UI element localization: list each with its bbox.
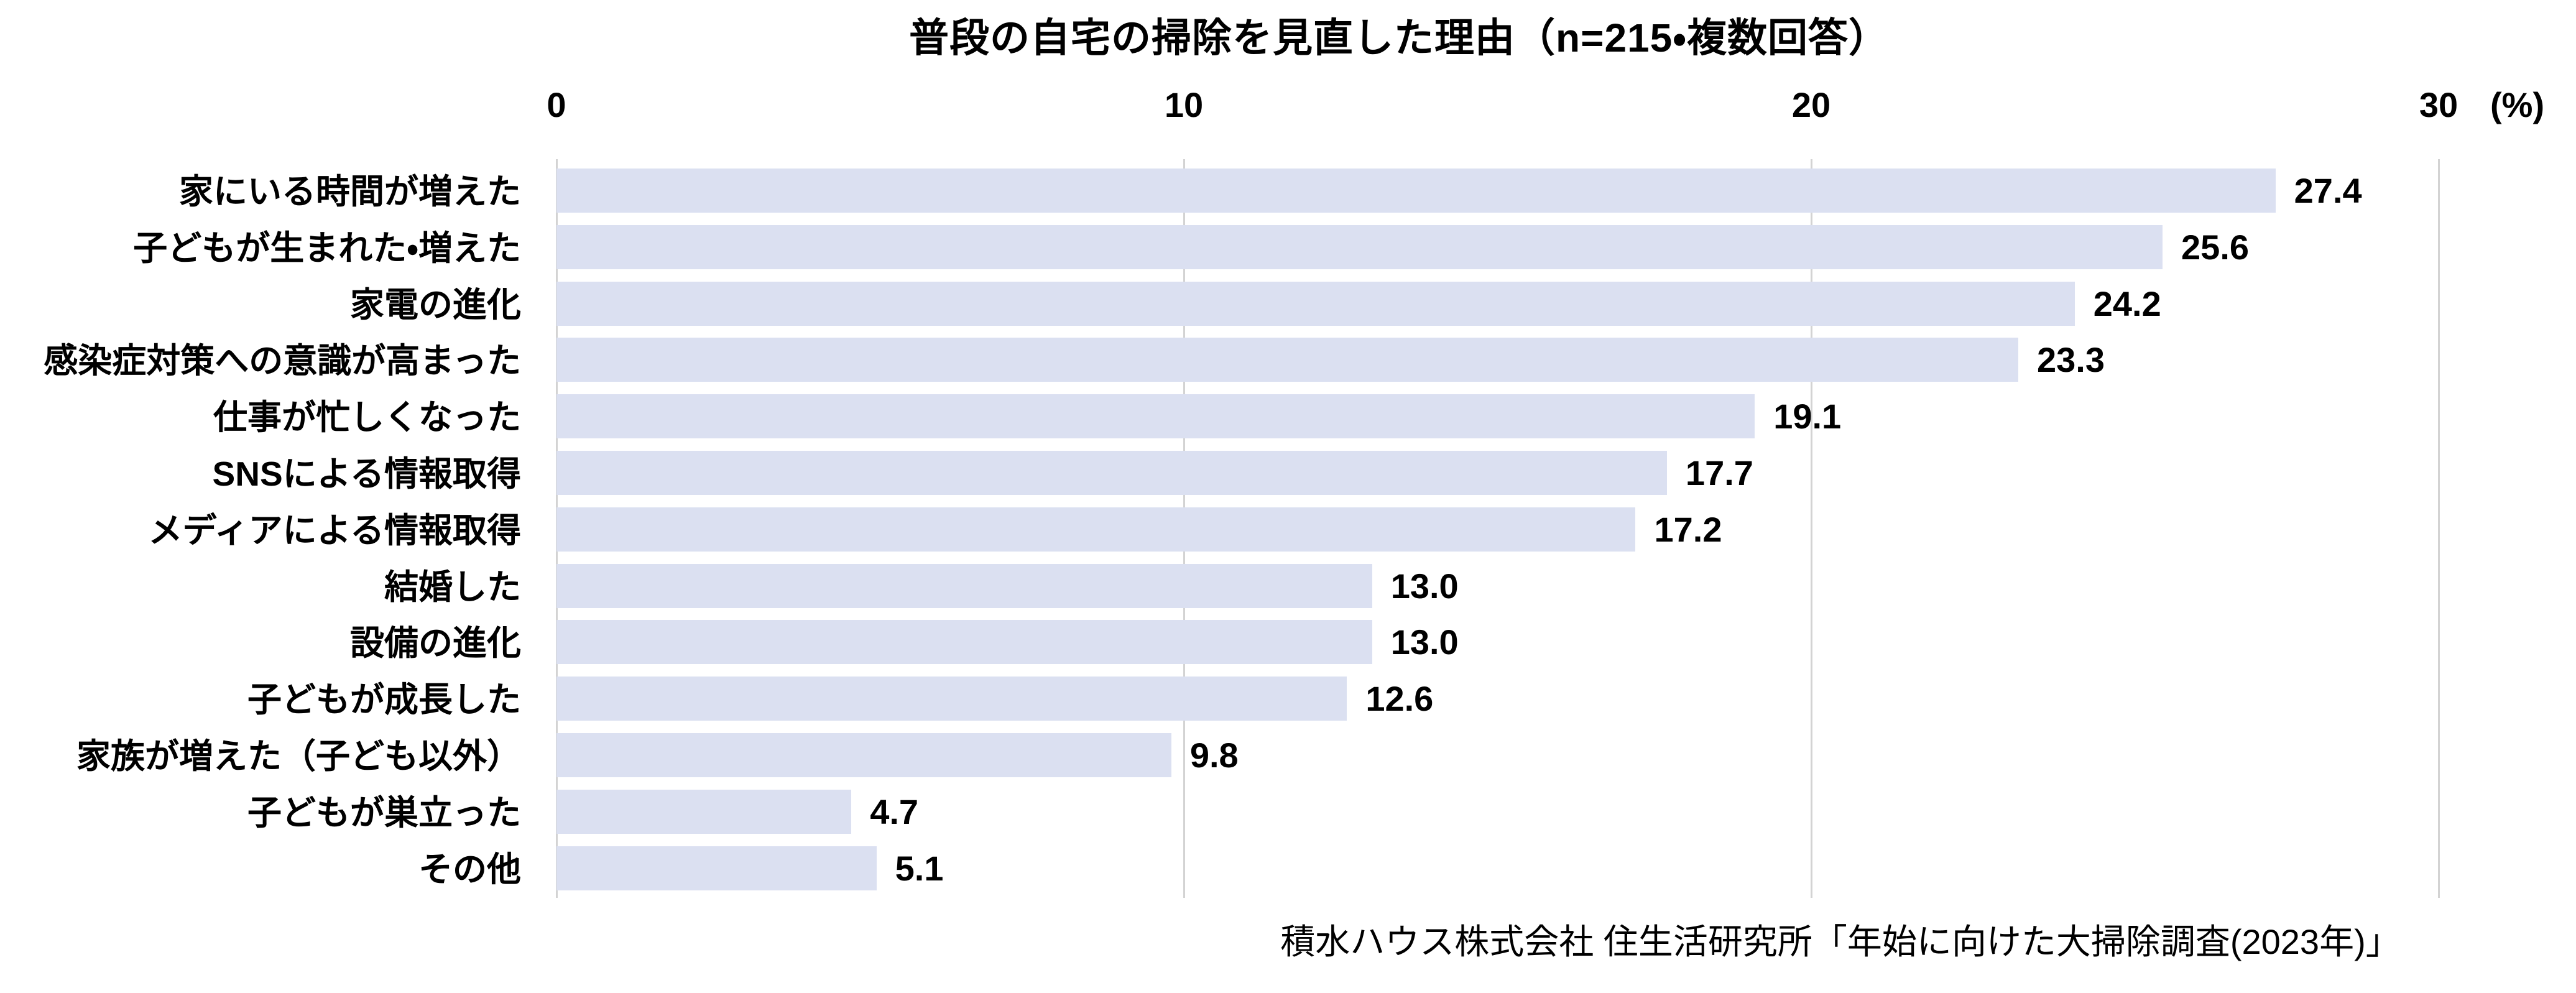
value-label: 17.2	[1654, 509, 1722, 549]
category-label: その他	[418, 849, 521, 889]
value-label: 4.7	[870, 792, 919, 831]
bar	[556, 281, 2075, 326]
value-label: 9.8	[1189, 736, 1239, 775]
value-label: 13.0	[1390, 622, 1459, 662]
x-axis-tick-label: 20	[1791, 85, 1831, 124]
value-label: 25.6	[2181, 227, 2250, 267]
x-axis-unit-label: (%)	[2490, 85, 2545, 124]
x-axis-tick-label: 0	[547, 85, 566, 124]
category-label: メディアによる情報取得	[148, 510, 521, 550]
value-label: 13.0	[1390, 566, 1459, 606]
category-label: SNSによる情報取得	[212, 455, 521, 493]
value-label: 5.1	[895, 848, 944, 888]
category-label: 家族が増えた（子ども以外）	[76, 737, 521, 775]
category-label: 家にいる時間が増えた	[178, 172, 521, 211]
gridline	[1810, 159, 1812, 898]
plot-area: 27.4 25.6 24.2 23.3 19.1 17.7 17.2 13.0 13.0 12.6…	[555, 159, 2459, 898]
bar	[556, 733, 1171, 777]
bar	[556, 507, 1636, 552]
chart-title: 普段の自宅の掃除を見直した理由（n=215・複数回答）	[908, 16, 1890, 60]
category-label: 設備の進化	[349, 624, 521, 663]
bar	[556, 789, 852, 834]
bar	[556, 563, 1372, 608]
source-note: 積水ハウス株式会社 住生活研究所「年始に向けた大掃除調査(2023年)」	[1280, 922, 2401, 961]
bar	[556, 677, 1347, 721]
category-label: 結婚した	[384, 567, 521, 606]
category-label: 感染症対策への意識が高まった	[44, 341, 521, 381]
x-axis-tick-label: 10	[1164, 85, 1204, 124]
value-label: 19.1	[1773, 397, 1842, 436]
gridline	[2437, 159, 2440, 898]
value-label: 12.6	[1365, 679, 1434, 719]
value-label: 24.2	[2093, 284, 2161, 323]
category-label: 子どもが生まれた・増えた	[133, 228, 521, 267]
category-label: 家電の進化	[349, 285, 521, 324]
bar	[556, 451, 1667, 495]
value-label: 23.3	[2036, 340, 2105, 380]
value-label: 17.7	[1685, 453, 1753, 492]
category-label: 子どもが巣立った	[247, 793, 521, 832]
bar	[556, 846, 877, 890]
bar	[556, 224, 2163, 269]
bar	[556, 620, 1372, 665]
value-label: 27.4	[2294, 171, 2362, 210]
bar	[556, 169, 2276, 213]
category-label: 仕事が忙しくなった	[213, 398, 521, 437]
bar	[556, 338, 2018, 382]
bar	[556, 394, 1755, 439]
x-axis-tick-label: 30	[2419, 85, 2458, 124]
category-label: 子どもが成長した	[247, 680, 521, 719]
